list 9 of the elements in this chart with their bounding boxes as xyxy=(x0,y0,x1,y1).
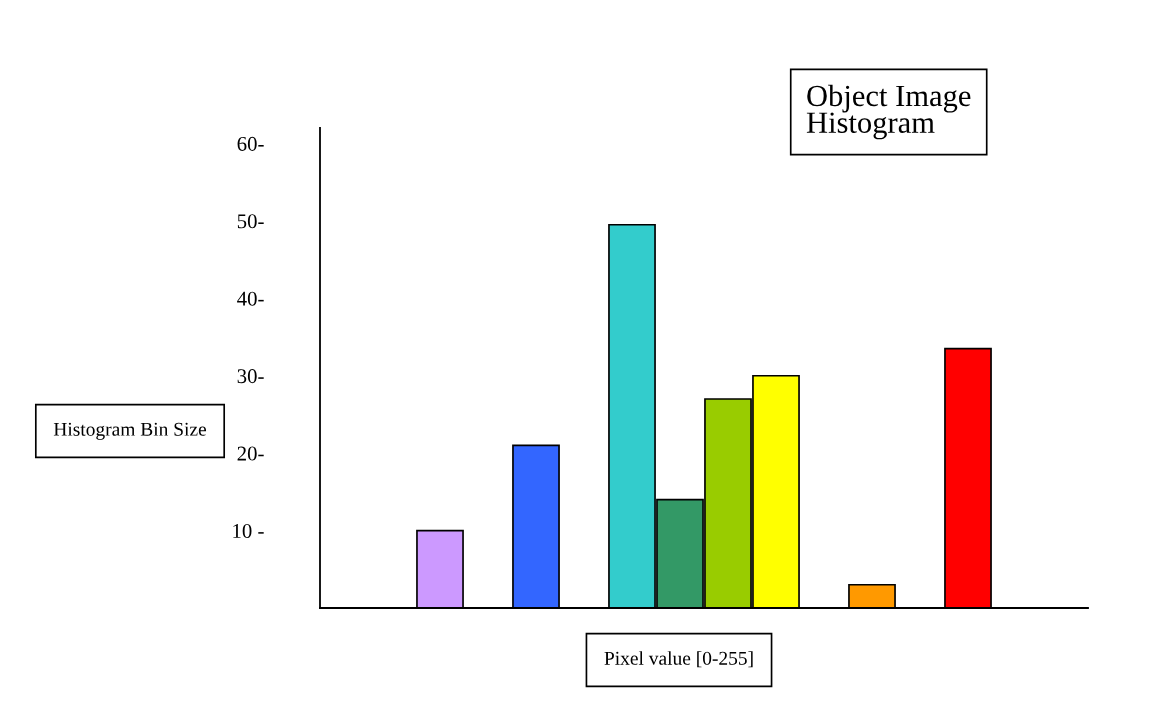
y-tick-label: 40- xyxy=(237,291,264,306)
y-tick-label: 60- xyxy=(237,136,264,151)
y-tick-label: 30- xyxy=(237,369,264,384)
x-axis-title: Pixel value [0-255] xyxy=(604,651,753,668)
y-tick-label: 10 - xyxy=(233,523,264,539)
y-tick-label: 20- xyxy=(237,446,264,461)
y-axis-title: Histogram Bin Size xyxy=(53,422,207,440)
y-tick-label: 50- xyxy=(237,214,264,229)
chart-title: Object Image Histogram xyxy=(806,84,971,140)
